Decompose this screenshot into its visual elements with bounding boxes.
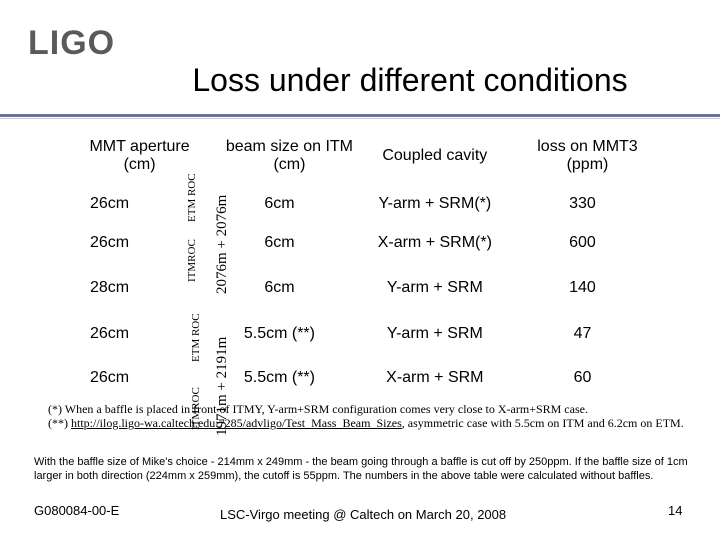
ligo-logo: LIGO <box>28 24 115 63</box>
header-mmt-aperture: MMT aperture (cm) <box>89 138 190 173</box>
cell-aperture: 26cm <box>90 325 130 342</box>
footnote-prefix: (**) <box>48 416 71 430</box>
itm-roc-label-top: ITMROC <box>186 239 198 282</box>
header-beam-size: beam size on ITM (cm) <box>225 138 353 173</box>
etm-roc-label-top: ETM ROC <box>186 173 198 222</box>
cell-loss: 330 <box>569 195 596 212</box>
cell-beam-size: 6cm <box>264 195 295 212</box>
footnote-beam-size-note: (**) http://ilog.ligo-wa.caltech.edu:728… <box>48 416 708 430</box>
loss-table: MMT aperture (cm) beam size on ITM (cm) … <box>80 126 655 400</box>
cell-beam-size: 5.5cm (**) <box>243 369 315 386</box>
beam-size-link[interactable]: http://ilog.ligo-wa.caltech.edu:7285/adv… <box>71 416 402 430</box>
etm-roc-label-bottom: ETM ROC <box>190 313 202 362</box>
table-row: 26cm 5.5cm (**) Y-arm + SRM 47 <box>80 312 655 356</box>
cell-cavity: Y-arm + SRM <box>386 325 483 342</box>
table-row: 26cm 6cm Y-arm + SRM(*) 330 <box>80 186 655 222</box>
table-row: 28cm 6cm Y-arm + SRM 140 <box>80 264 655 312</box>
baffle-paragraph: With the baffle size of Mike's choice - … <box>34 456 688 482</box>
page-number: 14 <box>668 503 683 518</box>
logo-text: LIGO <box>28 24 116 62</box>
cell-aperture: 26cm <box>90 195 130 212</box>
cell-aperture: 26cm <box>90 234 130 251</box>
cell-beam-size: 5.5cm (**) <box>243 325 315 342</box>
cell-loss: 47 <box>573 325 592 342</box>
header-loss: loss on MMT3 (ppm) <box>537 138 638 173</box>
cell-cavity: X-arm + SRM <box>386 369 484 386</box>
cell-cavity: Y-arm + SRM <box>386 279 483 296</box>
cell-loss: 600 <box>569 234 596 251</box>
cell-aperture: 26cm <box>90 369 130 386</box>
title-divider-thin <box>0 118 720 119</box>
cell-loss: 60 <box>573 369 592 386</box>
footnote-suffix: , asymmetric case with 5.5cm on ITM and … <box>401 416 684 430</box>
title-divider <box>0 114 720 117</box>
meeting-info: LSC-Virgo meeting @ Caltech on March 20,… <box>220 507 507 522</box>
cell-beam-size: 6cm <box>264 234 295 251</box>
cell-aperture: 28cm <box>90 279 130 296</box>
cell-loss: 140 <box>569 279 596 296</box>
cell-cavity: X-arm + SRM(*) <box>377 234 492 251</box>
document-id: G080084-00-E <box>34 503 120 518</box>
slide-title: Loss under different conditions <box>192 62 628 98</box>
roc-value-top: 2076m + 2076m <box>214 194 230 294</box>
table-header-row: MMT aperture (cm) beam size on ITM (cm) … <box>80 126 655 186</box>
cell-beam-size: 6cm <box>264 279 295 296</box>
cell-cavity: Y-arm + SRM(*) <box>378 195 492 212</box>
footnotes: (*) When a baffle is placed in front of … <box>48 402 708 430</box>
table-row: 26cm 6cm X-arm + SRM(*) 600 <box>80 222 655 264</box>
header-coupled-cavity: Coupled cavity <box>382 147 488 164</box>
table-row: 26cm 5.5cm (**) X-arm + SRM 60 <box>80 356 655 400</box>
footnote-baffle-note: (*) When a baffle is placed in front of … <box>48 402 588 416</box>
